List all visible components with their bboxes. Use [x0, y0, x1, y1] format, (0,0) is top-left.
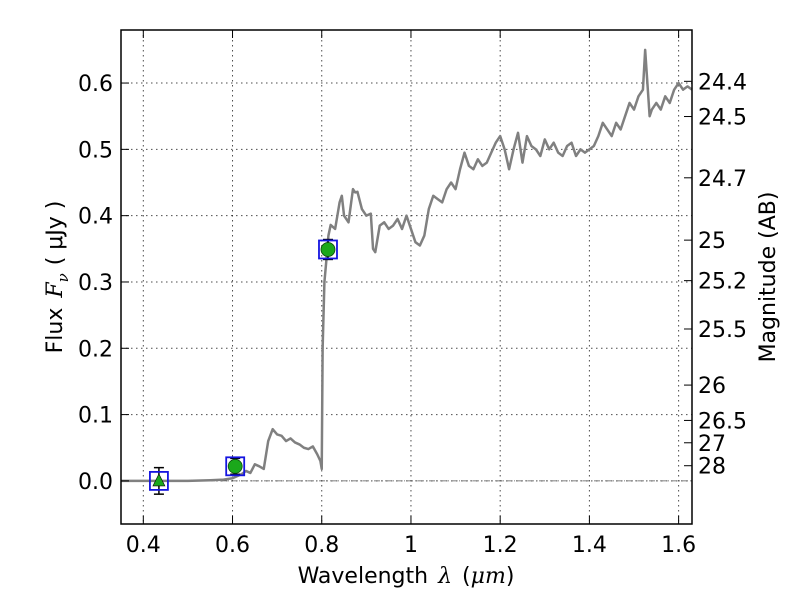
x-tick-label: 0.4	[126, 533, 161, 558]
y2-tick-label: 24.7	[698, 167, 747, 192]
x-axis-title: Wavelength λ (μm)	[298, 564, 515, 589]
x-tick-label: 1.4	[572, 533, 607, 558]
y-tick-label: 0.5	[78, 138, 113, 163]
plot-frame	[120, 29, 693, 525]
x-tick-label: 1.6	[661, 533, 696, 558]
x-tick-label: 0.8	[304, 533, 339, 558]
y-tick-label: 0.3	[78, 271, 113, 296]
x-tick-label: 1	[404, 533, 418, 558]
y2-tick-label: 25.2	[698, 270, 747, 295]
y2-tick-label: 26	[698, 374, 726, 399]
y2-tick-label: 26.5	[698, 409, 747, 434]
y-tick-label: 0.1	[78, 404, 113, 429]
x-axis-title-symbol: λ	[437, 564, 452, 589]
photometry-upper-limit-marker	[152, 473, 166, 487]
x-tick-label: 1.2	[483, 533, 518, 558]
y-axis-title-symbol: F	[43, 282, 68, 299]
spectrum-line	[121, 48, 693, 483]
y2-tick-label: 25.5	[698, 318, 747, 343]
photometry-marker	[320, 242, 336, 257]
spectrum-layer	[121, 48, 693, 483]
photometry-marker	[227, 458, 243, 474]
y-tick-label: 0.2	[78, 337, 113, 362]
x-axis-title-unit-open: (	[462, 564, 471, 589]
y2-axis-title: Magnitude (AB)	[756, 192, 781, 363]
x-tick-label: 0.6	[215, 533, 250, 558]
ticks-layer: 0.4 0.6 0.8 1 1.2 1.4 1.6 0.0 0.1 0.2 0.3 0.4 0.5 0.6…	[78, 30, 747, 558]
photometry-box	[225, 456, 246, 477]
y2-tick-label: 24.5	[698, 106, 747, 131]
photometry-box	[318, 239, 338, 260]
grid-layer	[121, 30, 692, 524]
x-axis-title-text: Wavelength	[298, 564, 429, 589]
y-tick-label: 0.4	[78, 205, 113, 230]
y-axis-title: Flux Fν ( μJy )	[43, 201, 72, 354]
y-axis-title-unit: ( μJy )	[43, 201, 68, 266]
y-axis-title-text: Flux	[43, 308, 68, 354]
y-tick-label: 0.0	[78, 470, 113, 495]
photometry-box	[149, 470, 169, 491]
x-axis-title-unit-close: )	[506, 564, 515, 589]
photometry-layer	[149, 238, 338, 495]
y-axis-title-subscript: ν	[54, 273, 72, 282]
x-axis-title-unit: μm	[471, 564, 506, 589]
y2-tick-label: 24.4	[698, 70, 747, 95]
y2-tick-label: 25	[698, 229, 726, 254]
y-tick-label: 0.6	[78, 72, 113, 97]
y2-tick-label: 28	[698, 455, 726, 480]
y2-tick-label: 27	[698, 432, 726, 457]
